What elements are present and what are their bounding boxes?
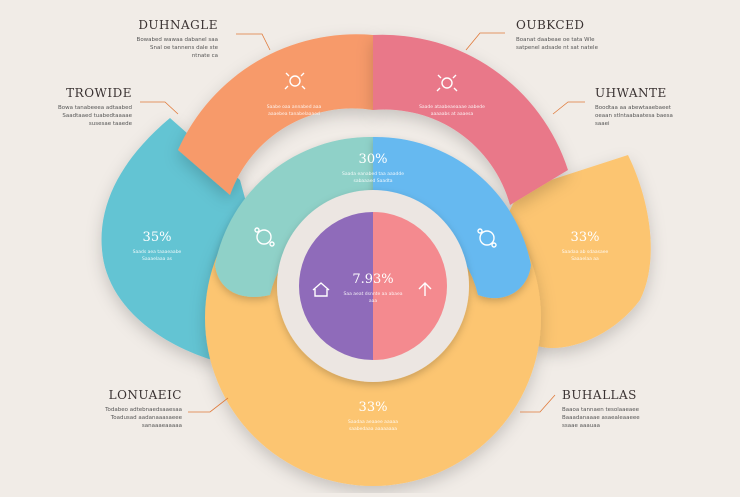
segment-text: Saadaa aeaaee aaaaa saabedaaa aaaaaaaa [348,420,398,432]
network-icon [477,228,497,248]
segment-percent: 33% [570,230,600,245]
label-bottom-left: LONUAEIC Todabeo adtebnaedsaaesaa Toadus… [100,388,182,430]
segment-orange [178,34,373,195]
center-salmon [373,212,447,360]
label-top-left: DUHNAGLE Bowabed wawaa dabanel saa Snal … [136,18,218,60]
connector-arrow [140,101,179,115]
house-icon [312,282,330,297]
segment-text: Saade ataabeaeaaae aabede aaaaabs at aaa… [419,105,485,117]
connector-arrow [552,101,585,115]
segment-text: Saada eanabed taa aaadde sabaaaed Saadta [342,172,404,184]
segment-percent: 35% [142,230,172,245]
label-top-right: OUBKCED Boanat daabeae oe tata Wle satpe… [516,18,600,52]
label-title: BUHALLAS [562,388,637,402]
label-text: Baaoa tannaen tesolaaeaee Baaadanaaae as… [562,407,640,429]
segment-yellow-right-text: 33% Saadaa ab sdaasaee Saaaelaa aa [552,230,618,263]
segment-orange-text: Saabe oaa annabed aaa aaaebea tanabelaaa… [258,100,330,118]
segment-text: Saadaa ab sdaasaee Saaaelaa aa [561,250,609,262]
bug-icon [284,72,306,90]
segment-text: Saa aeat dsnnte aa abaea aaa [343,292,403,304]
label-mid-right: UHWANTE Boodtaa aa abewtaaebaeet oeaan s… [595,86,677,128]
segment-percent: 30% [358,152,388,167]
label-text: Boanat daabeae oe tata Wle satpenel adsa… [516,37,598,51]
segment-percent: 7.93% [352,272,394,287]
label-bottom-right: BUHALLAS Baaoa tannaen tesolaaeaee Baaad… [562,388,644,430]
segment-yellow-bottom-text: 33% Saadaa aeaaee aaaaa saabedaaa aaaaaa… [338,400,408,433]
bug-icon [436,74,458,92]
label-title: TROWIDE [66,86,132,100]
network-icon [254,227,275,247]
label-title: DUHNAGLE [138,18,218,32]
segment-teal-text: 35% Saads aea taaaeaabe Saaaelaaa as [122,230,192,263]
segment-percent: 33% [358,400,388,415]
arrow-up-icon [418,282,432,296]
label-text: Todabeo adtebnaedsaaesaa Toadusad aadana… [105,407,182,429]
connector-arrow [465,32,505,51]
label-title: LONUAEIC [108,388,182,402]
segment-text: Saads aea taaaeaabe Saaaelaaa as [132,250,182,262]
label-mid-left: TROWIDE Bowa tanabeeea adtaabed Saadtaae… [52,86,132,128]
segment-blue [373,136,531,299]
label-text: Bowabed wawaa dabanel saa Snal oe tannen… [136,37,218,59]
segment-mint [215,136,373,297]
connector-arrow [188,397,229,413]
label-title: UHWANTE [595,86,667,100]
connector-arrow [236,33,271,51]
center-purple [299,212,373,360]
label-text: Boodtaa aa abewtaaebaeet oeaan stlntaaba… [595,105,673,127]
segment-text: Saabe oaa annabed aaa aaaebea tanabelaaa… [266,105,322,117]
label-title: OUBKCED [516,18,585,32]
segment-pink-text: Saade ataabeaeaaae aabede aaaaabs at aaa… [416,100,488,118]
segment-pink [373,34,568,205]
connector-arrow [520,394,556,413]
segment-center-text: 7.93% Saa aeat dsnnte aa abaea aaa [340,272,406,305]
label-text: Bowa tanabeeea adtaabed Saadtaaed tuabed… [57,105,132,127]
segment-mint-text: 30% Saada eanabed taa aaadde sabaaaed Sa… [336,152,410,185]
